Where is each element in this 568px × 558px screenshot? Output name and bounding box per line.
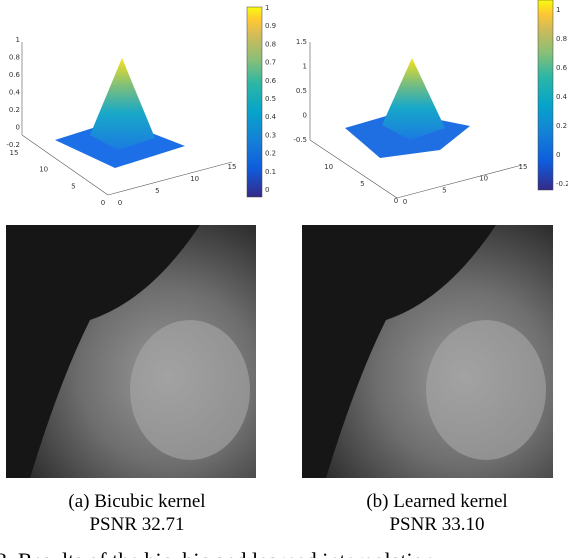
right-tick-label: 10 bbox=[190, 175, 199, 183]
z-tick-label: 0.4 bbox=[9, 89, 21, 97]
left-tick-label: 0 bbox=[394, 197, 398, 205]
surface-peak bbox=[382, 58, 445, 140]
photo-a bbox=[6, 225, 256, 478]
psnr: PSNR 33.10 bbox=[389, 514, 484, 535]
left-tick-label: 15 bbox=[10, 149, 19, 157]
z-tick-label: 0 bbox=[16, 124, 20, 132]
colorbar-tick-label: 0.2 bbox=[556, 122, 567, 130]
colorbar-tick-label: 1 bbox=[265, 4, 269, 12]
colorbar-tick-label: 0.3 bbox=[265, 131, 276, 139]
colorbar-tick-label: 0.2 bbox=[265, 150, 276, 158]
colorbar-tick-label: 0.4 bbox=[265, 113, 277, 121]
z-tick-label: -0.5 bbox=[293, 136, 307, 144]
z-tick-label: 0.2 bbox=[9, 106, 20, 114]
axes bbox=[309, 42, 523, 199]
z-tick-label: 0 bbox=[303, 112, 307, 120]
figure-caption: 3. Results of the bicubic and learned in… bbox=[0, 548, 435, 558]
photo-b bbox=[302, 225, 553, 478]
left-tick-label: 5 bbox=[360, 180, 364, 188]
colorbar-tick-label: 0.7 bbox=[265, 59, 276, 67]
left-tick-label: 10 bbox=[324, 163, 333, 171]
psnr: PSNR 32.71 bbox=[89, 514, 184, 535]
right-tick-label: 5 bbox=[155, 187, 159, 195]
z-tick-label: -0.2 bbox=[6, 141, 20, 149]
colorbar-tick-label: 0.8 bbox=[556, 35, 567, 43]
right-tick-label: 5 bbox=[442, 186, 446, 194]
right-tick-label: 0 bbox=[118, 199, 122, 207]
z-tick-label: 0.5 bbox=[296, 87, 307, 95]
right-tick-label: 15 bbox=[519, 163, 528, 171]
colorbar-tick-label: 0 bbox=[265, 186, 269, 194]
surface-plot-b bbox=[309, 0, 554, 199]
right-tick-label: 0 bbox=[403, 198, 407, 206]
colorbar-tick-label: 0.6 bbox=[556, 64, 568, 72]
colorbar-tick-label: 0.5 bbox=[265, 95, 276, 103]
colorbar-tick-label: 0.8 bbox=[265, 40, 276, 48]
colorbar-tick-label: 0.6 bbox=[265, 77, 277, 85]
z-tick-label: 1 bbox=[16, 36, 20, 44]
colorbar-tick-label: -0.2 bbox=[556, 180, 568, 188]
right-tick-label: 15 bbox=[228, 163, 237, 171]
colorbar bbox=[246, 6, 263, 198]
colorbar-tick-label: 0.1 bbox=[265, 168, 276, 176]
z-tick-label: 1 bbox=[303, 63, 307, 71]
left-tick-label: 5 bbox=[71, 182, 75, 190]
surface-peak bbox=[90, 58, 155, 150]
colorbar-tick-label: 0.4 bbox=[556, 93, 568, 101]
right-tick-label: 10 bbox=[479, 175, 488, 183]
z-tick-label: 0.6 bbox=[9, 71, 21, 79]
left-tick-label: 10 bbox=[39, 166, 48, 174]
z-tick-label: 1.5 bbox=[296, 38, 307, 46]
left-tick-label: 0 bbox=[101, 199, 105, 207]
panel-label: (a) Bicubic kernel bbox=[68, 491, 205, 512]
colorbar-tick-label: 0.9 bbox=[265, 22, 276, 30]
colorbar-tick-label: 0 bbox=[556, 151, 560, 159]
surface-plot-a bbox=[21, 6, 263, 198]
panel-label: (b) Learned kernel bbox=[366, 491, 507, 512]
axes bbox=[21, 42, 233, 196]
z-tick-label: 0.8 bbox=[9, 54, 20, 62]
colorbar-tick-label: 1 bbox=[556, 6, 560, 14]
colorbar bbox=[537, 0, 554, 191]
